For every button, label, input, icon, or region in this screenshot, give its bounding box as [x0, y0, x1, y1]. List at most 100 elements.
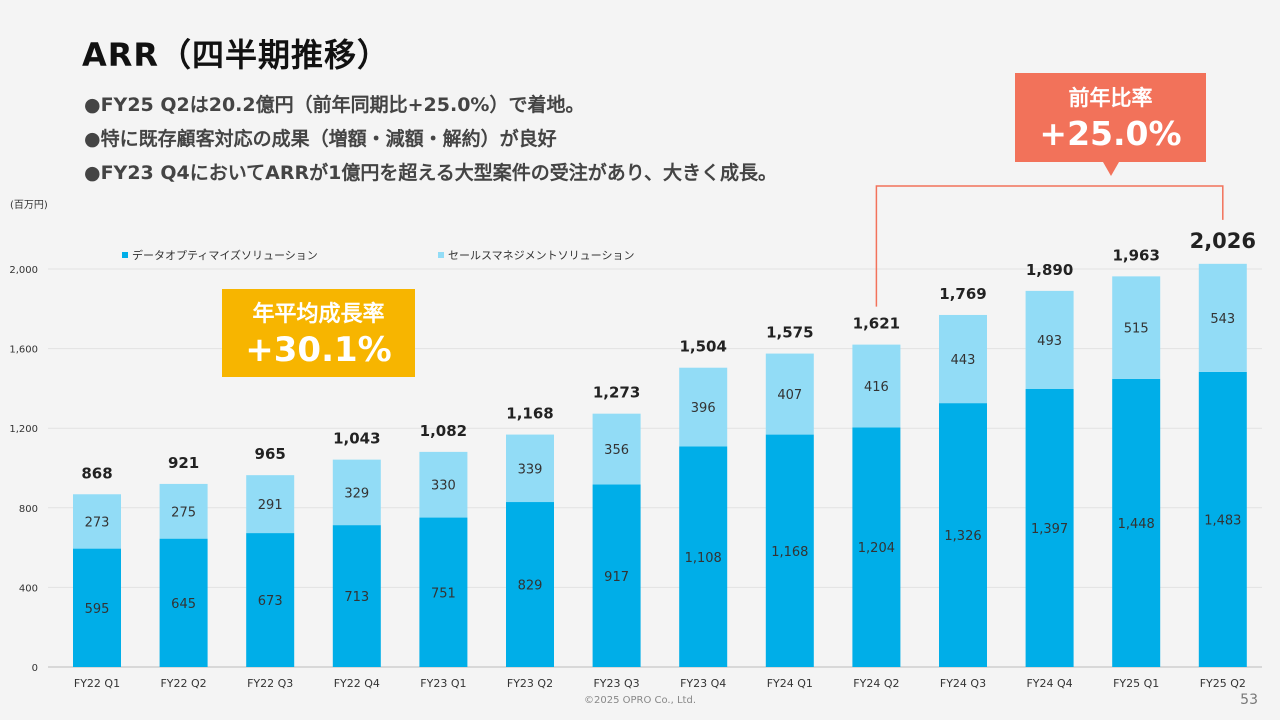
bar-value-label: 407: [777, 388, 802, 403]
bar-total-label: 868: [81, 464, 112, 482]
y-tick-label: 1,200: [9, 424, 38, 435]
bar-total-label: 1,504: [679, 338, 726, 356]
cagr-badge-label: 年平均成長率: [252, 302, 385, 327]
x-tick-label: FY25 Q2: [1200, 677, 1246, 690]
bar-total-label: 2,026: [1190, 229, 1256, 253]
legend-swatch: [122, 252, 128, 258]
x-tick-label: FY25 Q1: [1113, 677, 1159, 690]
bar-value-label: 1,204: [858, 541, 895, 556]
cagr-badge-value: +30.1%: [245, 330, 392, 370]
bar-segment-sales-management: [73, 494, 121, 549]
yoy-badge: 前年比率 +25.0%: [1015, 73, 1206, 176]
bar-value-label: 543: [1210, 312, 1235, 327]
bar-segment-data-optimize: [679, 446, 728, 667]
bar-value-label: 1,108: [685, 551, 722, 566]
copyright: ©2025 OPRO Co., Ltd.: [583, 695, 696, 706]
bar-segment-sales-management: [159, 483, 208, 539]
bar-total-label: 965: [255, 445, 286, 463]
x-tick-label: FY24 Q2: [853, 677, 899, 690]
bar-value-label: 330: [431, 479, 456, 494]
bar-segment-data-optimize: [592, 484, 641, 667]
bar-value-label: 416: [864, 380, 889, 395]
bar-value-label: 1,483: [1204, 513, 1241, 528]
bar-total-label: 1,082: [420, 422, 467, 440]
bar-segment-sales-management: [939, 314, 987, 404]
bar-value-label: 1,448: [1118, 517, 1155, 532]
x-tick-label: FY24 Q3: [940, 677, 986, 690]
bar-segment-data-optimize: [419, 517, 468, 667]
bar-value-label: 275: [171, 505, 196, 520]
bar-value-label: 291: [258, 498, 283, 513]
bar-segment-data-optimize: [73, 548, 121, 667]
bar-value-label: 917: [604, 570, 629, 585]
bar-segment-data-optimize: [1112, 378, 1161, 667]
bar-value-label: 1,168: [771, 545, 808, 560]
bar-segment-data-optimize: [159, 538, 208, 667]
page-title: ARR（四半期推移）: [82, 36, 391, 74]
bar-value-label: 273: [85, 515, 110, 530]
x-tick-label: FY23 Q2: [507, 677, 553, 690]
bar-segment-sales-management: [592, 413, 641, 485]
x-tick-label: FY23 Q1: [420, 677, 466, 690]
bar-segment-data-optimize: [246, 533, 295, 667]
bar-value-label: 493: [1037, 334, 1062, 349]
x-tick-label: FY22 Q3: [247, 677, 293, 690]
bar-segment-data-optimize: [1025, 388, 1074, 667]
bullet-list: ●FY25 Q2は20.2億円（前年同期比+25.0%）で着地。 ●特に既存顧客…: [84, 92, 777, 194]
bar-value-label: 356: [604, 443, 629, 458]
bar-value-label: 443: [951, 353, 976, 368]
comparison-bracket: [875, 185, 1224, 307]
bar-value-label: 1,326: [944, 529, 981, 544]
y-tick-label: 1,600: [9, 345, 38, 356]
y-tick-label: 800: [19, 504, 38, 515]
bar-value-label: 829: [518, 579, 543, 594]
legend-swatch: [438, 252, 444, 258]
bar-value-label: 713: [344, 590, 369, 605]
yoy-badge-label: 前年比率: [1068, 86, 1153, 110]
bar-total-label: 1,963: [1112, 246, 1159, 264]
bar-segment-data-optimize: [765, 434, 814, 667]
bar-total-label: 1,621: [853, 315, 900, 333]
bar-total-label: 1,168: [506, 405, 553, 423]
x-tick-label: FY24 Q4: [1026, 677, 1072, 690]
x-tick-label: FY24 Q1: [767, 677, 813, 690]
bullet-item: ●FY23 Q4においてARRが1億円を超える大型案件の受注があり、大きく成長。: [84, 162, 778, 184]
bar-segment-sales-management: [506, 434, 554, 503]
y-tick-label: 2,000: [9, 265, 38, 276]
bar-total-label: 1,575: [766, 324, 813, 342]
bar-segment-data-optimize: [1198, 371, 1247, 667]
yoy-badge-pointer: [1103, 162, 1119, 176]
y-tick-label: 0: [32, 663, 38, 674]
bar-segment-data-optimize: [506, 502, 554, 667]
bar-segment-sales-management: [1198, 263, 1247, 372]
bullet-item: ●FY25 Q2は20.2億円（前年同期比+25.0%）で着地。: [84, 94, 585, 116]
bar-segment-sales-management: [332, 459, 381, 526]
page-number: 53: [1240, 692, 1258, 708]
bar-value-label: 1,397: [1031, 522, 1068, 537]
bar-segment-sales-management: [679, 367, 728, 447]
bar-value-label: 595: [85, 602, 110, 617]
bar-segment-sales-management: [1025, 290, 1074, 389]
x-tick-label: FY22 Q1: [74, 677, 120, 690]
bar-segment-sales-management: [765, 353, 814, 435]
y-tick-label: 400: [19, 583, 38, 594]
bar-segment-sales-management: [419, 451, 468, 518]
bar-value-label: 673: [258, 594, 283, 609]
bar-total-label: 921: [168, 454, 199, 472]
bar-value-label: 515: [1124, 322, 1149, 337]
bar-total-label: 1,273: [593, 384, 640, 402]
bar-value-label: 339: [518, 462, 543, 477]
legend-label: データオプティマイズソリューション: [132, 248, 318, 262]
x-tick-label: FY23 Q4: [680, 677, 726, 690]
bullet-item: ●特に既存顧客対応の成果（増額・減額・解約）が良好: [84, 128, 557, 150]
bar-segment-data-optimize: [852, 427, 901, 667]
bar-total-label: 1,769: [939, 285, 986, 303]
cagr-badge: 年平均成長率 +30.1%: [222, 289, 415, 377]
yoy-badge-value: +25.0%: [1039, 114, 1182, 153]
bar-total-label: 1,043: [333, 430, 380, 448]
x-tick-label: FY22 Q4: [334, 677, 380, 690]
bar-segment-data-optimize: [332, 525, 381, 667]
legend-label: セールスマネジメントソリューション: [448, 249, 634, 262]
bar-value-label: 329: [344, 486, 369, 501]
